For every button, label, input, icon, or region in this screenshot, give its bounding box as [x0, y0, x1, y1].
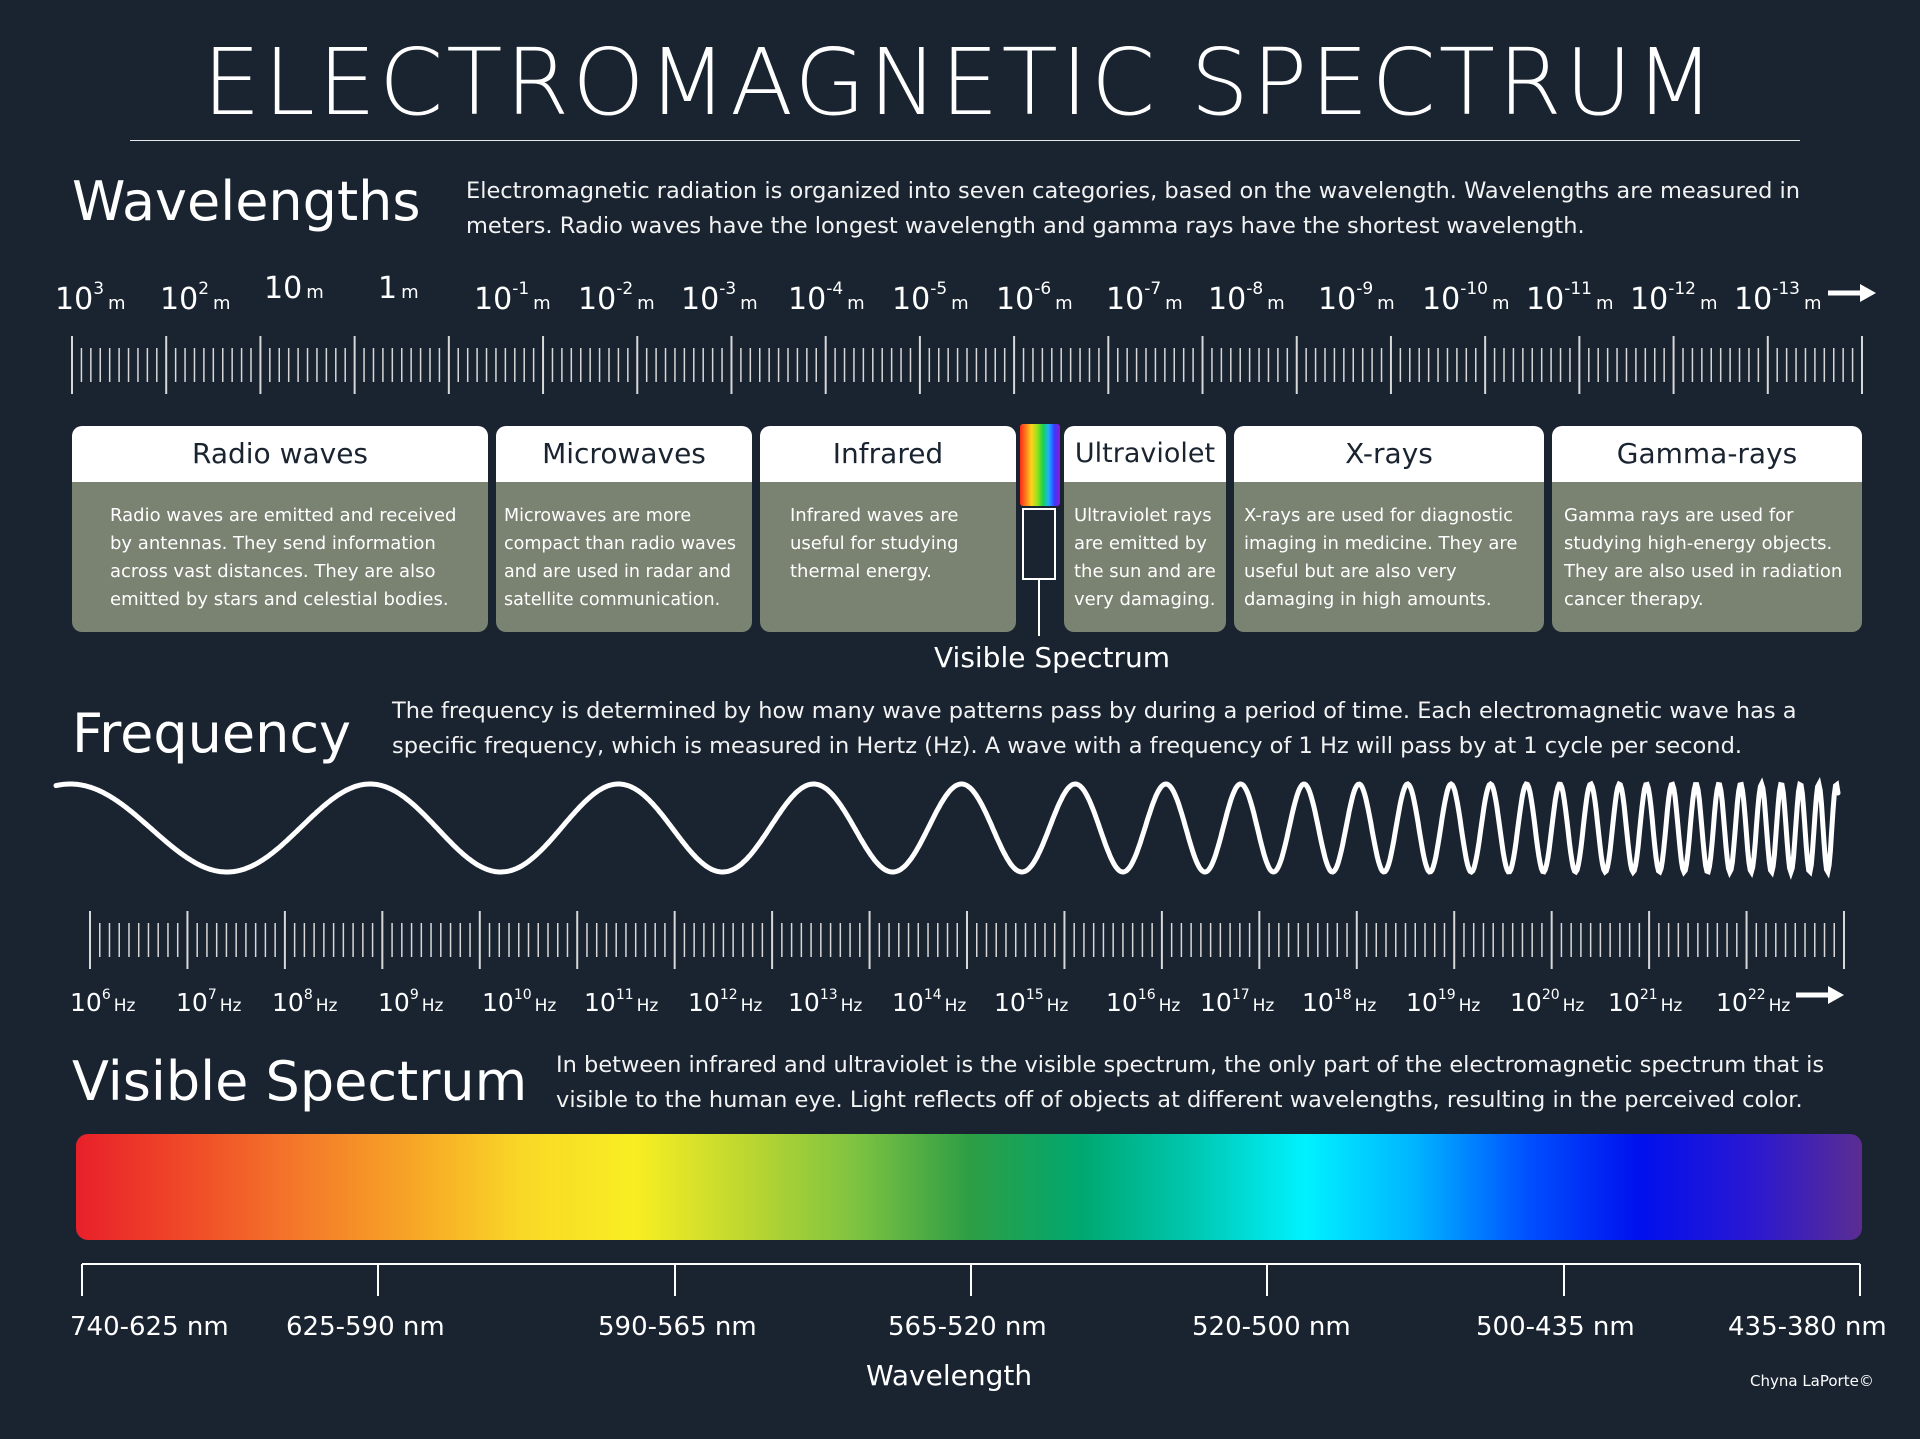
frequency-label: 107Hz: [176, 987, 242, 1017]
frequency-label: 1019Hz: [1406, 987, 1481, 1017]
wavelength-label: 10-12m: [1630, 279, 1718, 317]
nm-range-label: 740-625 nm: [70, 1312, 229, 1342]
frequency-heading: Frequency: [72, 702, 351, 765]
frequency-scale-labels: 106Hz 107Hz 108Hz 109Hz 1010Hz 1011Hz 1012Hz 10…: [0, 980, 1920, 1020]
band-body-ultraviolet: Ultraviolet rays are emitted by the sun …: [1064, 482, 1226, 632]
band-header-infrared: Infrared: [760, 426, 1016, 482]
band-header-radio-waves: Radio waves: [72, 426, 488, 482]
frequency-label: 1013Hz: [788, 987, 863, 1017]
frequency-description: The frequency is determined by how many …: [392, 698, 1797, 759]
band-header-ultraviolet: Ultraviolet: [1064, 426, 1226, 482]
wavelength-label: 103m: [55, 279, 126, 317]
wavelength-arrow-icon: [1828, 284, 1876, 302]
band-body-microwaves: Microwaves are more compact than radio w…: [496, 482, 752, 632]
wavelength-nm-labels: 740-625 nm 625-590 nm 590-565 nm 565-520 nm…: [0, 1312, 1920, 1348]
frequency-label: 1014Hz: [892, 987, 967, 1017]
wavelength-label: 10-6m: [996, 279, 1073, 317]
wavelength-label: 10-7m: [1106, 279, 1183, 317]
frequency-label: 1016Hz: [1106, 987, 1181, 1017]
page-title: ELECTROMAGNETIC SPECTRUM: [202, 29, 1718, 136]
frequency-label: 1022Hz: [1716, 987, 1791, 1017]
wavelength-label: 10-8m: [1208, 279, 1285, 317]
visible-spectrum-gradient-bar: [76, 1134, 1862, 1240]
wavelength-label: 10-5m: [892, 279, 969, 317]
nm-range-label: 500-435 nm: [1476, 1312, 1635, 1342]
credit: Chyna LaPorte©: [1750, 1372, 1874, 1390]
band-body-infrared: Infrared waves are useful for studying t…: [760, 482, 1016, 632]
nm-range-label: 590-565 nm: [598, 1312, 757, 1342]
wavelength-label: 10-10m: [1422, 279, 1510, 317]
frequency-label: 1020Hz: [1510, 987, 1585, 1017]
wavelength-ruler: [71, 336, 1863, 394]
frequency-label: 106Hz: [70, 987, 136, 1017]
wavelength-label: 10-11m: [1526, 279, 1614, 317]
band-header-x-rays: X-rays: [1234, 426, 1544, 482]
frequency-ruler: [89, 911, 1845, 969]
wavelength-label: 102m: [160, 279, 231, 317]
wavelength-label: 10-9m: [1318, 279, 1395, 317]
nm-range-label: 625-590 nm: [286, 1312, 445, 1342]
frequency-label: 1012Hz: [688, 987, 763, 1017]
wavelength-label: 10 m: [264, 271, 324, 306]
band-header-microwaves: Microwaves: [496, 426, 752, 482]
title-divider: [130, 140, 1800, 141]
wavelength-label: 10-3m: [681, 279, 758, 317]
frequency-label: 1010Hz: [482, 987, 557, 1017]
wavelength-label: 10-1m: [474, 279, 551, 317]
frequency-label: 1018Hz: [1302, 987, 1377, 1017]
visible-description: In between infrared and ultraviolet is t…: [556, 1052, 1825, 1113]
visible-spectrum-callout: Visible Spectrum: [934, 641, 1171, 674]
wavelengths-heading: Wavelengths: [72, 170, 421, 233]
band-body-x-rays: X-rays are used for diagnostic imaging i…: [1234, 482, 1544, 632]
nm-range-label: 520-500 nm: [1192, 1312, 1351, 1342]
wavelength-axis-label: Wavelength: [866, 1359, 1033, 1392]
visible-spectrum-pointer: [1038, 580, 1040, 636]
wavelengths-description: Electromagnetic radiation is organized i…: [466, 178, 1801, 239]
wavelength-scale-labels: 103m 102m 10 m 1 m 10-1m 10-2m 10-3m 10-4m 10-5m 10…: [0, 271, 1920, 315]
frequency-label: 109Hz: [378, 987, 444, 1017]
wavelength-label: 10-13m: [1734, 279, 1822, 317]
visible-spectrum-swatch: [1020, 424, 1060, 506]
visible-heading: Visible Spectrum: [72, 1050, 528, 1113]
nm-range-label: 435-380 nm: [1728, 1312, 1887, 1342]
wavelength-label: 10-4m: [788, 279, 865, 317]
wavelength-nm-axis: [81, 1263, 1861, 1296]
frequency-label: 1011Hz: [584, 987, 659, 1017]
band-header-gamma-rays: Gamma-rays: [1552, 426, 1862, 482]
frequency-arrow-icon: [1796, 986, 1844, 1004]
band-body-gamma-rays: Gamma rays are used for studying high-en…: [1552, 482, 1862, 632]
frequency-label: 1017Hz: [1200, 987, 1275, 1017]
frequency-wave: [53, 776, 1841, 880]
frequency-label: 1015Hz: [994, 987, 1069, 1017]
visible-spectrum-bracket: [1022, 508, 1056, 580]
frequency-label: 1021Hz: [1608, 987, 1683, 1017]
band-body-radio-waves: Radio waves are emitted and received by …: [72, 482, 488, 632]
wavelength-label: 10-2m: [578, 279, 655, 317]
frequency-label: 108Hz: [272, 987, 338, 1017]
nm-range-label: 565-520 nm: [888, 1312, 1047, 1342]
